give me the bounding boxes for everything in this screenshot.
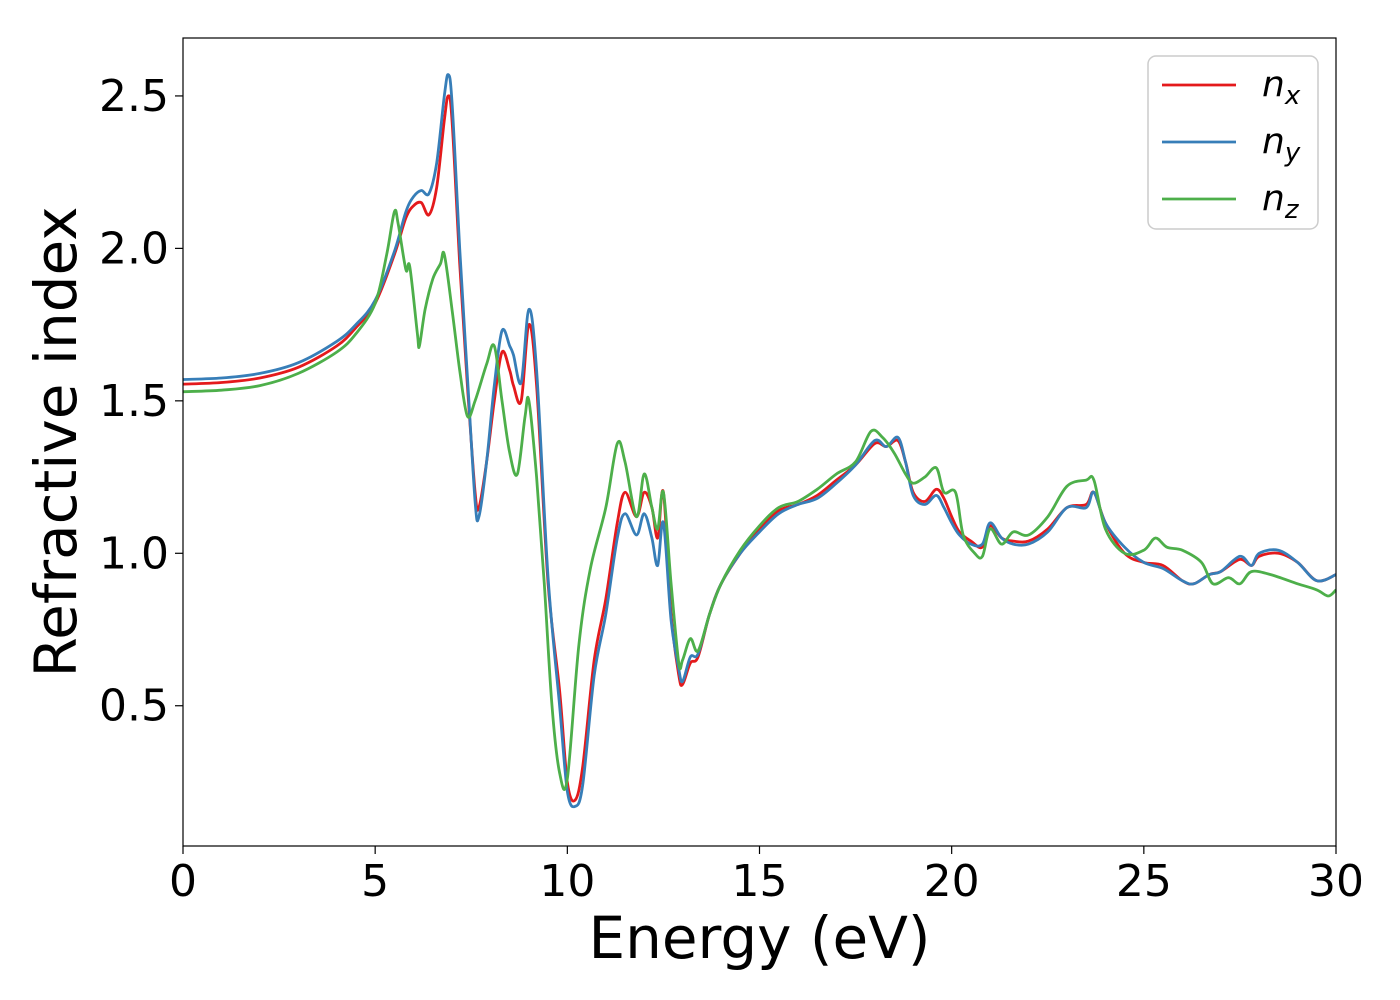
y-tick-label: 2.5 <box>99 71 169 122</box>
x-tick-label: 20 <box>924 856 980 907</box>
ticks-layer: 0 5 10 15 20 25 30 0.5 1.0 1.5 2.0 2.5 <box>99 71 1364 907</box>
y-tick-label: 2.0 <box>99 223 169 274</box>
legend-label-y: ny <box>1262 121 1301 168</box>
x-tick-label: 0 <box>169 856 197 907</box>
y-tick-label: 1.5 <box>99 376 169 427</box>
x-axis-label: Energy (eV) <box>588 904 930 972</box>
series-line-z <box>182 208 1337 791</box>
series-line-y <box>182 73 1337 809</box>
legend-label-x: nx <box>1262 64 1301 111</box>
legend: nx ny nz <box>1147 55 1319 230</box>
legend-label-z: nz <box>1262 178 1300 225</box>
x-tick-label: 30 <box>1308 856 1364 907</box>
series-layer <box>182 73 1337 809</box>
x-tick-label: 25 <box>1116 856 1172 907</box>
x-tick-label: 15 <box>732 856 788 907</box>
y-tick-label: 0.5 <box>99 681 169 732</box>
x-tick-label: 10 <box>539 856 595 907</box>
y-axis-label: Refractive index <box>22 206 90 677</box>
x-tick-label: 5 <box>361 856 389 907</box>
y-tick-label: 1.0 <box>99 528 169 579</box>
